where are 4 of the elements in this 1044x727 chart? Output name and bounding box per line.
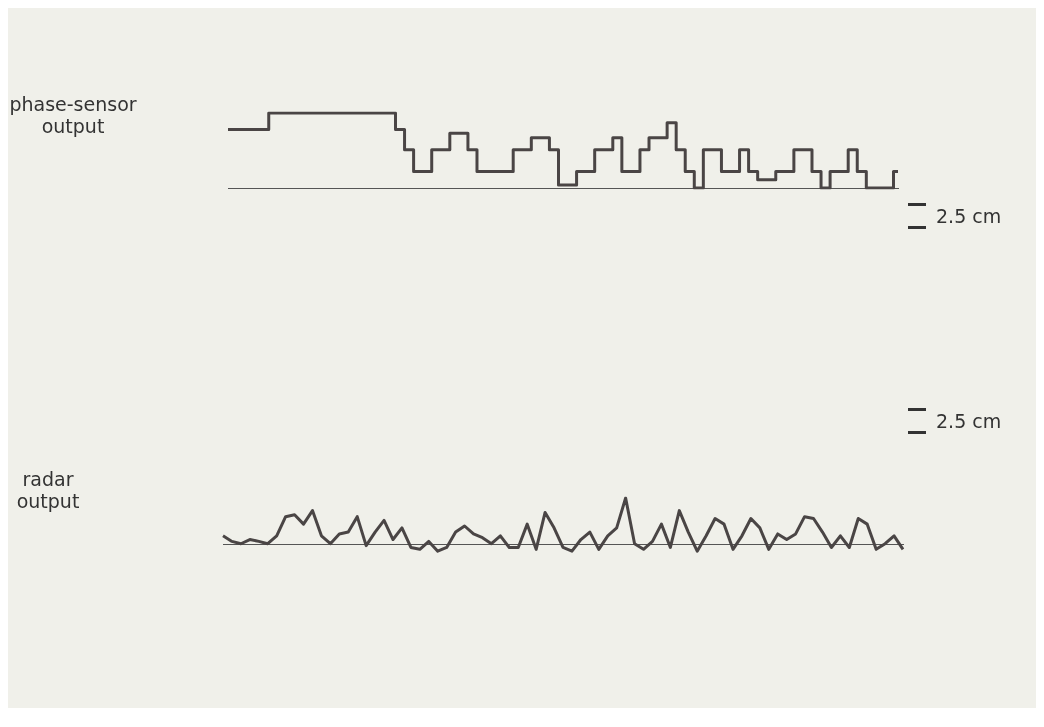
- text: 2.5 cm: [936, 205, 1002, 227]
- text: 2.5 cm: [936, 410, 1002, 432]
- y-axis-title: radar output: [15, 468, 81, 512]
- y-axis-title: phase-sensor output: [8, 93, 138, 137]
